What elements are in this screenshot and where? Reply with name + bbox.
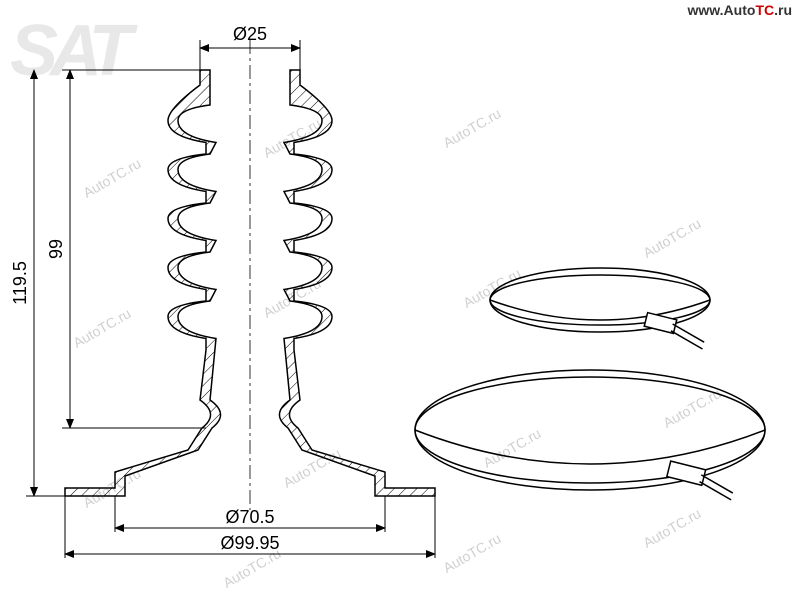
url-watermark: www.AutoTC.ru	[688, 2, 793, 18]
cv-boot-section	[65, 40, 435, 510]
clamps	[415, 268, 765, 500]
technical-drawing: Ø25 Ø70.5 Ø99.95 99 119.5	[0, 0, 800, 600]
svg-text:Ø25: Ø25	[233, 24, 267, 44]
svg-text:99: 99	[46, 239, 66, 259]
svg-text:Ø99.95: Ø99.95	[220, 533, 279, 553]
svg-text:Ø70.5: Ø70.5	[225, 507, 274, 527]
dimensions: Ø25 Ø70.5 Ø99.95 99 119.5	[10, 24, 435, 558]
svg-text:119.5: 119.5	[10, 261, 30, 305]
